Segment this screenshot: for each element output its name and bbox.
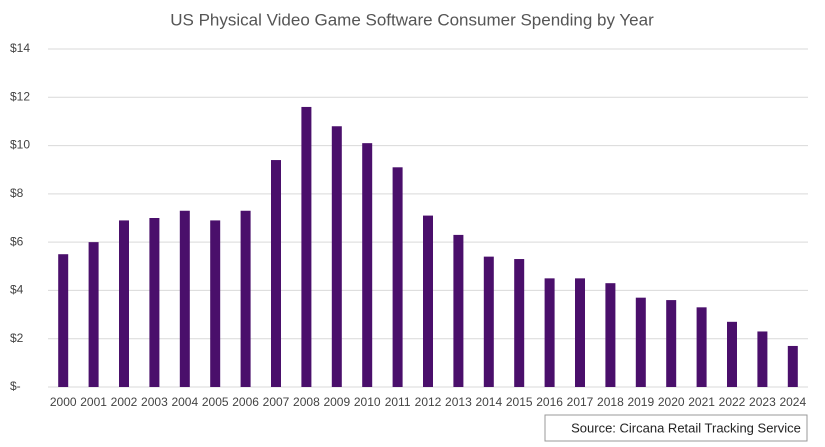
y-tick-label: $10: [10, 138, 30, 152]
bar: [88, 242, 99, 387]
x-tick-label: 2014: [475, 395, 502, 409]
y-tick-label: $2: [10, 331, 24, 345]
bar: [727, 321, 737, 387]
bar: [423, 215, 433, 387]
x-tick-label: 2004: [171, 395, 198, 409]
y-tick-label: $4: [10, 283, 24, 297]
bar: [696, 307, 707, 387]
source-box: [544, 414, 808, 442]
x-tick-label: 2024: [779, 395, 806, 409]
bar: [179, 210, 190, 387]
bar: [787, 345, 798, 387]
x-tick-label: 2021: [688, 395, 715, 409]
x-tick-label: 2018: [597, 395, 624, 409]
x-tick-label: 2007: [263, 395, 290, 409]
x-tick-label: 2015: [506, 395, 533, 409]
bar: [301, 106, 312, 387]
bar: [240, 210, 251, 387]
y-tick-label: $6: [10, 234, 24, 248]
source-note: Source: Circana Retail Tracking Service: [571, 420, 801, 435]
bar: [210, 220, 221, 387]
x-tick-label: 2003: [141, 395, 168, 409]
bar: [271, 160, 281, 387]
x-tick-label: 2001: [80, 395, 107, 409]
y-tick-label: $14: [10, 41, 30, 55]
bar: [605, 283, 616, 387]
bar: [514, 259, 525, 387]
x-tick-label: 2000: [50, 395, 77, 409]
x-tick-label: 2022: [719, 395, 746, 409]
bar: [331, 126, 342, 387]
x-tick-label: 2011: [385, 395, 411, 409]
y-tick-label: $-: [10, 379, 21, 393]
bar: [544, 278, 555, 387]
bar: [483, 256, 494, 387]
x-tick-label: 2020: [658, 395, 685, 409]
x-tick-label: 2002: [111, 395, 138, 409]
bar: [666, 300, 677, 387]
x-tick-label: 2013: [445, 395, 472, 409]
bar: [119, 220, 129, 387]
x-tick-label: 2005: [202, 395, 229, 409]
x-tick-label: 2012: [415, 395, 442, 409]
bar: [362, 143, 373, 387]
x-tick-label: 2010: [354, 395, 381, 409]
x-tick-label: 2006: [232, 395, 259, 409]
x-tick-label: 2009: [323, 395, 350, 409]
x-tick-label: 2019: [627, 395, 654, 409]
bar: [392, 167, 403, 387]
y-tick-label: $12: [10, 89, 30, 103]
chart-title: US Physical Video Game Software Consumer…: [170, 10, 654, 29]
x-tick-label: 2008: [293, 395, 320, 409]
bar: [635, 297, 646, 387]
y-tick-label: $8: [10, 186, 24, 200]
x-tick-label: 2017: [567, 395, 594, 409]
x-tick-label: 2016: [536, 395, 563, 409]
bar: [757, 331, 768, 387]
x-tick-label: 2023: [749, 395, 776, 409]
bar: [575, 278, 585, 387]
bar: [149, 218, 160, 387]
bar: [58, 254, 69, 387]
bar: [453, 234, 464, 387]
